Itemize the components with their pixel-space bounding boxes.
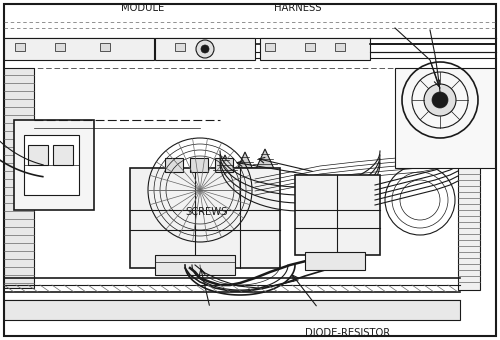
Circle shape xyxy=(424,84,456,116)
Polygon shape xyxy=(235,152,255,174)
Circle shape xyxy=(432,92,448,108)
Bar xyxy=(260,38,370,60)
Bar xyxy=(4,38,154,60)
Bar xyxy=(130,168,280,268)
Bar xyxy=(175,43,185,51)
Bar xyxy=(24,135,79,195)
Circle shape xyxy=(201,45,209,53)
Bar xyxy=(53,145,73,165)
Bar xyxy=(305,252,365,270)
Bar xyxy=(458,70,480,290)
Bar xyxy=(28,145,48,165)
Bar xyxy=(190,158,208,172)
Bar xyxy=(165,158,183,172)
Bar xyxy=(295,175,380,255)
Text: DIODE-RESISTOR
ELEMENT: DIODE-RESISTOR ELEMENT xyxy=(305,328,390,340)
Bar xyxy=(395,68,495,168)
Text: WIRING
HARNESS: WIRING HARNESS xyxy=(274,0,321,13)
Bar xyxy=(14,120,94,210)
Bar xyxy=(100,43,110,51)
Bar xyxy=(15,43,25,51)
Bar xyxy=(55,43,65,51)
Polygon shape xyxy=(255,149,275,171)
Bar xyxy=(335,43,345,51)
Circle shape xyxy=(196,40,214,58)
Bar xyxy=(4,300,460,320)
Text: MODULE: MODULE xyxy=(121,3,164,13)
Bar xyxy=(4,68,34,288)
Polygon shape xyxy=(215,155,235,177)
Text: SCREWS: SCREWS xyxy=(185,207,228,217)
Bar xyxy=(215,158,233,172)
Bar xyxy=(155,38,255,60)
Bar xyxy=(305,43,315,51)
Bar xyxy=(265,43,275,51)
Bar xyxy=(155,255,235,275)
